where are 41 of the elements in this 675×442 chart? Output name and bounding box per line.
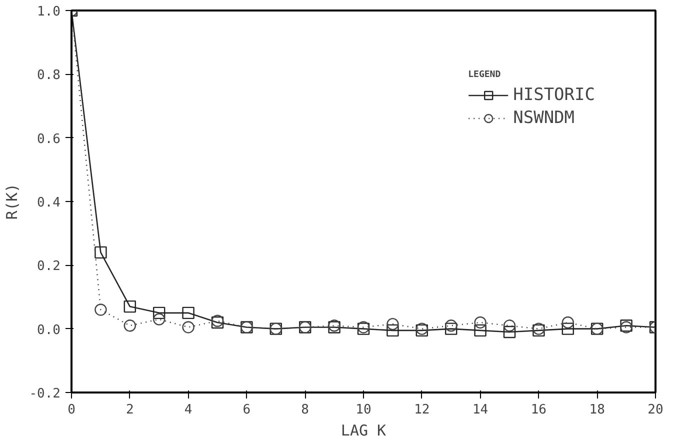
- x-axis-title: LAG K: [340, 422, 386, 440]
- legend-label: NSWNDM: [513, 108, 575, 128]
- x-tick-label: 8: [301, 402, 310, 418]
- y-tick-label: 0.2: [37, 259, 61, 274]
- x-tick-label: 6: [242, 402, 251, 418]
- y-tick-label: 0.6: [37, 132, 61, 147]
- y-tick-label: 1.0: [37, 4, 61, 20]
- point: [474, 316, 486, 329]
- y-tick-label: 0.8: [37, 68, 61, 84]
- point: [124, 300, 136, 313]
- point: [445, 320, 458, 332]
- point: [94, 246, 107, 259]
- y-tick-label: 0.0: [37, 322, 61, 338]
- x-tick-label: 16: [530, 402, 547, 418]
- point: [445, 322, 458, 335]
- x-tick-label: 18: [589, 402, 605, 418]
- x-tick-label: 14: [472, 402, 488, 418]
- x-tick-label: 4: [184, 402, 192, 418]
- point: [562, 316, 574, 329]
- x-tick-label: 2: [126, 402, 134, 418]
- legend-title: LEGEND: [468, 70, 502, 80]
- y-tick-label: -0.2: [29, 386, 61, 402]
- point: [153, 313, 166, 326]
- point: [182, 321, 194, 334]
- legend-label: HISTORIC: [513, 85, 595, 105]
- x-tick-label: 10: [356, 402, 372, 418]
- point: [153, 306, 166, 320]
- y-tick-label: 0.4: [37, 196, 61, 210]
- point: [386, 324, 399, 337]
- point: [182, 306, 194, 320]
- point: [503, 326, 516, 338]
- x-tick-label: 0: [68, 402, 76, 418]
- x-tick-label: 20: [648, 402, 664, 418]
- y-axis-title: R(K): [3, 183, 22, 220]
- point: [503, 320, 516, 332]
- point: [562, 322, 574, 335]
- x-tick-label: 12: [414, 402, 430, 418]
- point: [474, 324, 486, 337]
- point: [94, 304, 107, 316]
- point: [124, 320, 136, 332]
- point: [386, 318, 399, 330]
